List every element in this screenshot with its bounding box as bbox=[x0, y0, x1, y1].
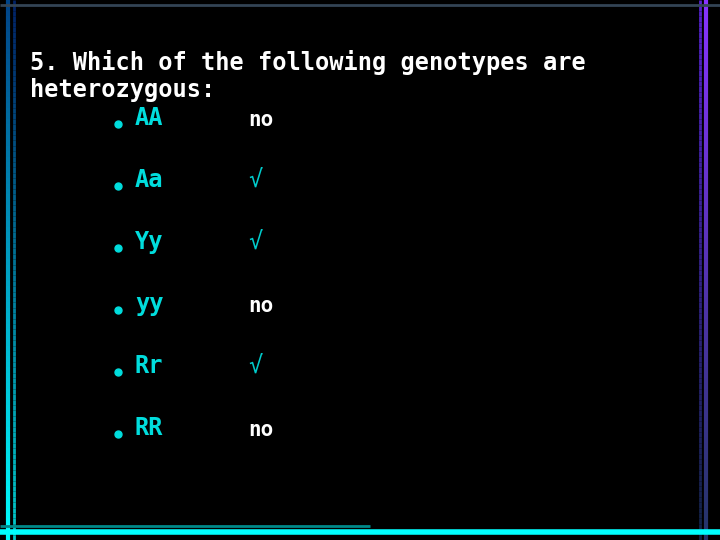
Text: Rr: Rr bbox=[135, 354, 163, 378]
Text: no: no bbox=[248, 420, 274, 440]
Text: √: √ bbox=[248, 354, 262, 378]
Text: Yy: Yy bbox=[135, 230, 163, 254]
Text: no: no bbox=[248, 110, 274, 130]
Text: √: √ bbox=[248, 168, 262, 192]
Text: 5. Which of the following genotypes are: 5. Which of the following genotypes are bbox=[30, 50, 586, 75]
Text: AA: AA bbox=[135, 106, 163, 130]
Text: √: √ bbox=[248, 230, 262, 254]
Text: no: no bbox=[248, 296, 274, 316]
Text: RR: RR bbox=[135, 416, 163, 440]
Text: heterozygous:: heterozygous: bbox=[30, 78, 215, 102]
Text: Aa: Aa bbox=[135, 168, 163, 192]
Text: yy: yy bbox=[135, 292, 163, 316]
